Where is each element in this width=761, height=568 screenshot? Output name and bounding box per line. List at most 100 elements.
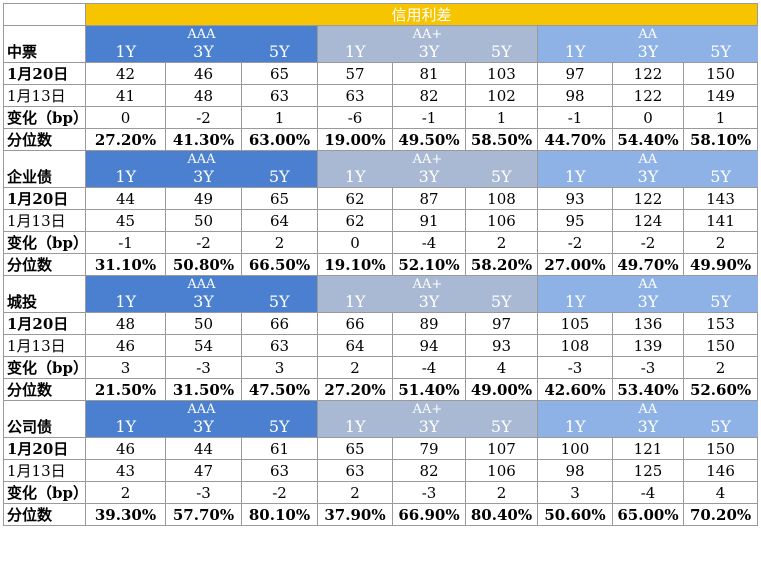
current-value-cell: 136 [612, 312, 684, 335]
percentile-value-cell: 58.10% [682, 128, 759, 151]
previous-value-cell: 124 [612, 209, 684, 232]
current-value-cell: 89 [392, 312, 466, 335]
current-value-cell: 150 [682, 62, 759, 85]
percentile-value-cell: 27.20% [85, 128, 166, 151]
row-current-label: 1月20日 [3, 187, 86, 210]
previous-value-cell: 63 [241, 334, 318, 357]
row-previous: 1月13日 43 47 63 63 82 106 98 125 146 [3, 459, 759, 482]
current-value-cell: 49 [165, 187, 242, 210]
title-row: 信用利差 [3, 3, 759, 26]
tenor-label-3y: 3Y [392, 292, 466, 313]
tenor-label-1y: 1Y [317, 292, 393, 313]
tenor-label-5y: 5Y [683, 42, 758, 63]
current-value-cell: 65 [241, 62, 318, 85]
change-value-cell: -3 [612, 356, 684, 379]
row-previous-label: 1月13日 [3, 334, 86, 357]
previous-value-cell: 41 [85, 84, 166, 107]
grade-label-aa: AA [536, 25, 758, 42]
previous-value-cell: 93 [465, 334, 538, 357]
tenor-label-1y: 1Y [317, 167, 393, 188]
row-current-label: 1月20日 [3, 312, 86, 335]
previous-value-cell: 62 [317, 209, 393, 232]
row-current: 1月20日 44 49 65 62 87 108 93 122 143 [3, 187, 759, 210]
change-value-cell: -1 [537, 106, 613, 129]
previous-value-cell: 64 [317, 334, 393, 357]
current-value-cell: 103 [465, 62, 538, 85]
grade-label-aa: AA [536, 150, 758, 167]
row-change: 变化（bp） 0 -2 1 -6 -1 1 -1 0 1 [3, 106, 759, 129]
row-percentile: 分位数 39.30% 57.70% 80.10% 37.90% 66.90% 80.40% 5… [3, 503, 759, 526]
previous-value-cell: 63 [241, 84, 318, 107]
change-value-cell: 1 [241, 106, 318, 129]
percentile-value-cell: 54.40% [612, 128, 684, 151]
current-value-cell: 61 [241, 437, 318, 460]
percentile-value-cell: 49.70% [612, 253, 684, 276]
change-value-cell: 4 [682, 481, 759, 504]
section-name: 中票 [3, 25, 86, 63]
current-value-cell: 65 [241, 187, 318, 210]
current-value-cell: 150 [682, 437, 759, 460]
change-value-cell: 2 [317, 481, 393, 504]
row-percentile-label: 分位数 [3, 253, 86, 276]
change-value-cell: -2 [165, 106, 242, 129]
tenor-label-3y: 3Y [612, 167, 684, 188]
row-previous: 1月13日 45 50 64 62 91 106 95 124 141 [3, 209, 759, 232]
tenor-label-5y: 5Y [465, 42, 538, 63]
previous-value-cell: 149 [682, 84, 759, 107]
row-percentile-label: 分位数 [3, 503, 86, 526]
change-value-cell: -1 [392, 106, 466, 129]
grade-label-aaa: AAA [85, 150, 318, 167]
tenor-label-3y: 3Y [165, 292, 242, 313]
previous-value-cell: 146 [682, 459, 759, 482]
tenor-label-3y: 3Y [612, 417, 684, 438]
grade-label-aa: AA [536, 400, 758, 417]
change-value-cell: -4 [392, 356, 466, 379]
change-value-cell: -3 [392, 481, 466, 504]
previous-value-cell: 63 [241, 459, 318, 482]
percentile-value-cell: 65.00% [612, 503, 684, 526]
row-previous-label: 1月13日 [3, 209, 86, 232]
current-value-cell: 122 [612, 62, 684, 85]
current-value-cell: 143 [682, 187, 759, 210]
tenor-label-5y: 5Y [465, 292, 538, 313]
row-change-label: 变化（bp） [3, 106, 86, 129]
previous-value-cell: 54 [165, 334, 242, 357]
row-current-label: 1月20日 [3, 437, 86, 460]
change-value-cell: -2 [241, 481, 318, 504]
table-title: 信用利差 [84, 3, 759, 26]
grade-header-row: 公司债 AAA AA+ AA [3, 400, 758, 438]
change-value-cell: 3 [241, 356, 318, 379]
tenor-label-3y: 3Y [165, 42, 242, 63]
percentile-value-cell: 19.00% [317, 128, 393, 151]
change-value-cell: -2 [537, 231, 613, 254]
row-change-label: 变化（bp） [3, 356, 86, 379]
tenor-label-1y: 1Y [85, 42, 166, 63]
tenor-label-3y: 3Y [392, 417, 466, 438]
previous-value-cell: 43 [85, 459, 166, 482]
row-current: 1月20日 46 44 61 65 79 107 100 121 150 [3, 437, 759, 460]
tenor-label-1y: 1Y [537, 167, 613, 188]
percentile-value-cell: 50.80% [165, 253, 242, 276]
row-change: 变化（bp） 2 -3 -2 2 -3 2 3 -4 4 [3, 481, 759, 504]
previous-value-cell: 82 [392, 84, 466, 107]
tenor-label-1y: 1Y [85, 417, 166, 438]
current-value-cell: 66 [317, 312, 393, 335]
percentile-value-cell: 58.20% [465, 253, 538, 276]
previous-value-cell: 106 [465, 209, 538, 232]
row-percentile: 分位数 31.10% 50.80% 66.50% 19.10% 52.10% 58.20% 2… [3, 253, 759, 276]
change-value-cell: 2 [465, 231, 538, 254]
tenor-label-5y: 5Y [241, 42, 318, 63]
change-value-cell: -2 [165, 231, 242, 254]
tenor-label-1y: 1Y [85, 167, 166, 188]
current-value-cell: 65 [317, 437, 393, 460]
tenor-label-3y: 3Y [392, 42, 466, 63]
current-value-cell: 57 [317, 62, 393, 85]
tenor-label-5y: 5Y [683, 417, 758, 438]
current-value-cell: 42 [85, 62, 166, 85]
percentile-value-cell: 52.10% [392, 253, 466, 276]
current-value-cell: 93 [537, 187, 613, 210]
grade-label-aaa: AAA [85, 25, 318, 42]
previous-value-cell: 45 [85, 209, 166, 232]
change-value-cell: -6 [317, 106, 393, 129]
row-current: 1月20日 42 46 65 57 81 103 97 122 150 [3, 62, 759, 85]
